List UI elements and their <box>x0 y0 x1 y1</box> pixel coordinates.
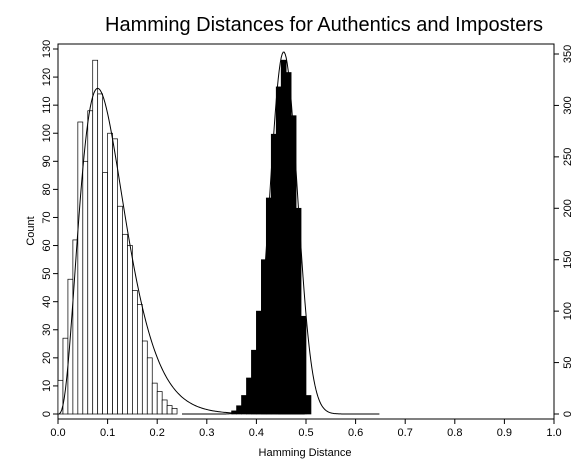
y-left-tick-label: 0 <box>41 411 53 417</box>
imposters-histogram <box>231 59 312 415</box>
x-tick-label: 0.4 <box>249 427 264 439</box>
imposter-bar <box>305 395 312 415</box>
y-axis-label: Count <box>25 216 37 245</box>
y-left-tick-label: 20 <box>41 352 53 364</box>
x-tick-label: 0.1 <box>100 427 115 439</box>
y-left-tick-label: 130 <box>41 40 53 58</box>
authentic-bar <box>166 405 173 415</box>
y-right-tick-label: 100 <box>562 302 574 320</box>
authentic-bar <box>82 160 89 415</box>
x-tick-label: 1.0 <box>546 427 561 439</box>
y-left-tick-label: 40 <box>41 296 53 308</box>
y-right-tick-label: 150 <box>562 251 574 269</box>
chart-title: Hamming Distances for Authentics and Imp… <box>105 14 543 36</box>
imposter-bar <box>285 72 292 415</box>
authentic-bar <box>122 233 128 415</box>
x-tick-label: 0.5 <box>298 427 313 439</box>
y-right-tick-label: 300 <box>562 96 574 114</box>
imposter-bar <box>251 349 257 415</box>
authentic-bar <box>146 357 153 415</box>
authentic-bar <box>156 391 163 415</box>
x-tick-label: 0.6 <box>348 427 363 439</box>
y-right-tick-label: 0 <box>562 411 574 417</box>
y-left-tick-label: 60 <box>41 239 53 251</box>
y-right-tick-label: 200 <box>562 199 574 217</box>
authentic-bar <box>141 340 148 415</box>
y-right-tick-label: 350 <box>562 45 574 63</box>
authentics-fit-curve <box>57 87 305 415</box>
authentic-bar <box>67 278 74 415</box>
y-left-tick-label: 80 <box>41 183 53 195</box>
x-tick-label: 0.9 <box>497 427 512 439</box>
authentic-bar <box>97 93 103 415</box>
authentics-histogram <box>57 59 178 415</box>
y-right-tick-label: 250 <box>562 148 574 166</box>
x-tick-label: 0.3 <box>199 427 214 439</box>
authentic-bar <box>87 110 94 415</box>
authentic-bar <box>161 399 168 415</box>
authentic-bar <box>171 408 178 415</box>
authentic-bar <box>77 121 84 415</box>
y-left-tick-label: 90 <box>41 155 53 167</box>
authentic-bar <box>117 205 123 415</box>
authentic-bar <box>112 138 118 415</box>
authentic-bar <box>107 132 113 415</box>
authentic-bar <box>92 59 99 415</box>
y-left-tick-label: 10 <box>41 380 53 392</box>
imposters-fit-curve <box>182 51 380 415</box>
y-left-tick-label: 100 <box>41 124 53 142</box>
imposter-bar <box>280 59 287 415</box>
imposter-bar <box>270 133 277 415</box>
x-tick-label: 0.7 <box>398 427 413 439</box>
authentic-bar <box>132 290 138 415</box>
axes: 0.0 0.1 0.2 0.3 0.4 0.5 0.6 0.7 0.8 0.9 1.0 0 10 20 30… <box>41 40 574 439</box>
x-tick-label: 0.8 <box>447 427 462 439</box>
imposter-bar <box>300 315 307 415</box>
authentic-bar <box>127 245 133 415</box>
x-axis-label: Hamming Distance <box>259 447 352 459</box>
x-tick-label: 0.2 <box>150 427 165 439</box>
y-left-tick-label: 70 <box>41 211 53 223</box>
y-left-tick-label: 110 <box>41 96 53 114</box>
authentic-bar <box>137 304 143 415</box>
authentic-bar <box>102 172 108 415</box>
imposter-bar <box>275 86 282 415</box>
x-tick-label: 0.0 <box>50 427 65 439</box>
imposter-bar <box>246 377 252 415</box>
y-left-tick-label: 120 <box>41 68 53 86</box>
y-right-tick-label: 50 <box>562 356 574 368</box>
fitted-curves <box>57 51 380 415</box>
y-left-tick-label: 30 <box>41 324 53 336</box>
authentic-bar <box>151 382 158 415</box>
y-left-tick-label: 50 <box>41 267 53 279</box>
